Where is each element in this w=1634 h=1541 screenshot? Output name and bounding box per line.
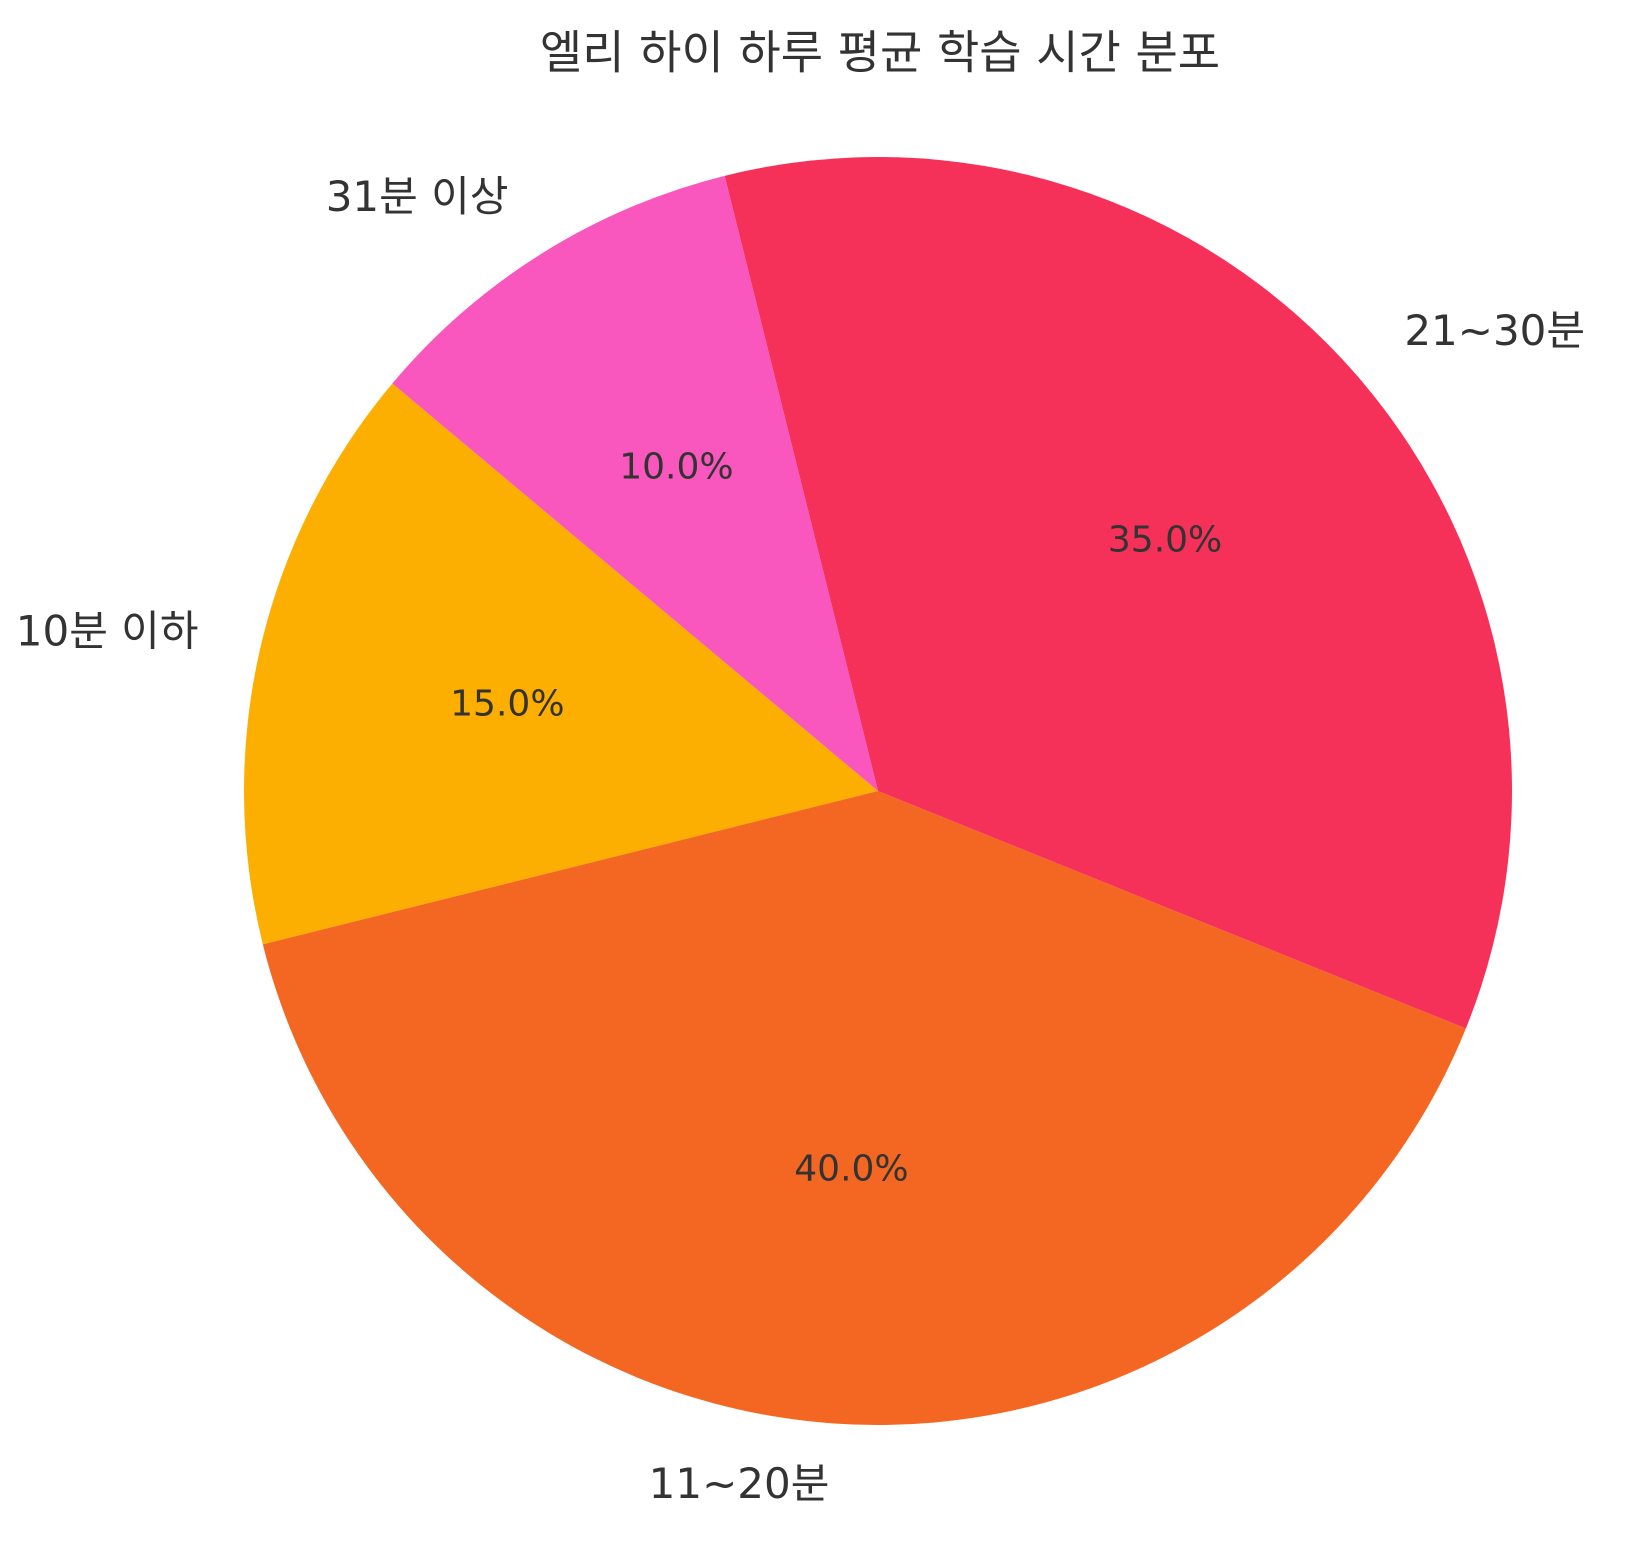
slice-label: 11~20분 <box>649 1459 830 1508</box>
slice-label: 10분 이하 <box>16 607 199 656</box>
chart-title: 엘리 하이 하루 평균 학습 시간 분포 <box>540 26 1220 80</box>
slice-label: 31분 이상 <box>326 172 509 221</box>
pie-slice <box>392 175 878 791</box>
slice-label: 21~30분 <box>1404 306 1585 355</box>
pie-slice <box>262 791 1466 1426</box>
pie-slice <box>724 156 1512 1029</box>
pie-slice <box>244 383 879 945</box>
value-label: 15.0% <box>450 683 564 724</box>
value-label: 10.0% <box>619 446 733 487</box>
value-label: 40.0% <box>794 1148 908 1189</box>
value-label: 35.0% <box>1108 519 1222 560</box>
